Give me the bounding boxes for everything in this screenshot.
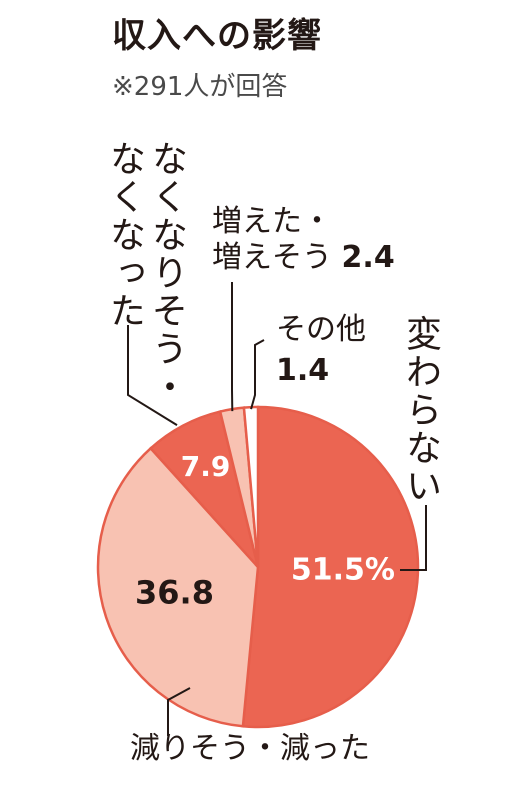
leader-other (250, 339, 265, 410)
slice-value-labels: 51.5% 36.8 7.9 (135, 450, 395, 612)
leader-unchanged (400, 505, 427, 571)
chart-subtitle: ※291人が回答 (112, 72, 288, 102)
pie-slices (96, 405, 420, 729)
label-increase-line1: 増えた・ (212, 204, 332, 239)
chart-title: 収入への影響 (112, 16, 322, 56)
leader-gone (127, 325, 178, 426)
label-gone-line1: なくなりそう・ (146, 140, 187, 406)
leader-decrease (167, 687, 191, 736)
label-other: その他 (276, 312, 366, 347)
label-gone-line2: なくなった (104, 140, 145, 330)
label-unchanged: 変わらない (400, 315, 441, 505)
label-increase-value: 2.4 (341, 240, 395, 275)
slice-decrease (96, 446, 260, 728)
label-other-value: 1.4 (276, 353, 330, 388)
value-label-gone: 7.9 (181, 450, 231, 483)
slice-unchanged (241, 405, 420, 729)
label-decrease: 減りそう・減った (130, 731, 370, 766)
label-increase-line2: 増えそう (212, 240, 332, 275)
value-label-decrease: 36.8 (135, 574, 214, 612)
value-label-unchanged: 51.5% (291, 553, 395, 588)
leader-lines (127, 282, 427, 736)
label-increase-line2-wrap: 増えそう 2.4 (212, 241, 395, 275)
